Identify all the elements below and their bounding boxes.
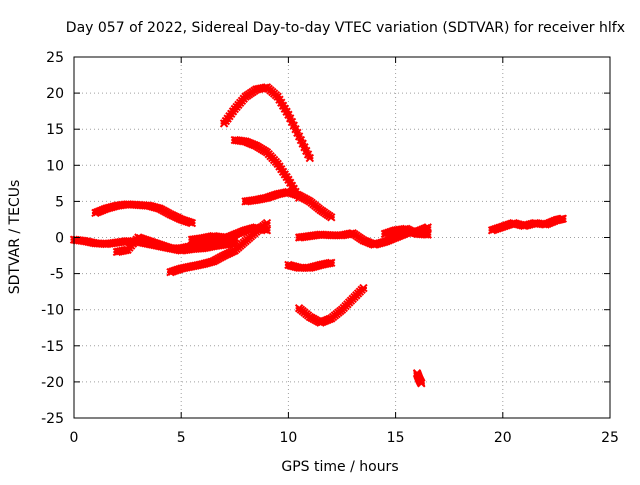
data-series [380,224,432,239]
data-series [166,218,272,277]
x-tick-label: 20 [494,430,512,446]
data-point [305,153,315,163]
data-point [327,213,336,222]
x-tick-label: 25 [601,430,619,446]
data-point [558,214,568,223]
y-axis-label: SDTVAR / TECUs [7,180,23,295]
y-tick-label: -25 [41,411,64,427]
data-point [423,223,432,232]
y-tick-label: -15 [41,339,64,355]
data-series [284,258,336,273]
data-point [230,236,240,245]
data-point [187,218,197,228]
data-series [294,223,432,249]
data-point [262,218,272,228]
x-tick-label: 0 [70,430,79,446]
x-tick-label: 10 [279,430,297,446]
x-tick-label: 15 [387,430,405,446]
data-series [219,83,315,163]
y-tick-label: 0 [55,231,64,247]
y-tick-label: 25 [46,50,64,66]
y-tick-label: -5 [50,267,64,283]
data-series [187,231,240,245]
data-series [91,200,197,228]
y-tick-label: -10 [41,303,64,319]
data-series [487,214,568,235]
y-tick-label: 5 [55,194,64,210]
data-series [294,283,368,327]
data-series [241,187,336,222]
y-tick-label: 15 [46,122,64,138]
y-tick-label: 10 [46,158,64,174]
data-series [112,233,240,257]
chart-title: Day 057 of 2022, Sidereal Day-to-day VTE… [66,20,625,36]
axis-ticks: 0 5 10 15 20 25 -25 -20 -15 -10 -5 0 5 10 15 20 25 [41,50,619,446]
data-series [412,369,426,388]
data-point [327,258,336,267]
x-axis-label: GPS time / hours [281,459,398,475]
data-point [423,230,432,239]
data-point [359,283,368,293]
y-tick-label: 20 [46,86,64,102]
data-point [417,379,426,388]
data-points [69,83,568,388]
y-tick-label: -20 [41,375,64,391]
x-tick-label: 5 [177,430,186,446]
